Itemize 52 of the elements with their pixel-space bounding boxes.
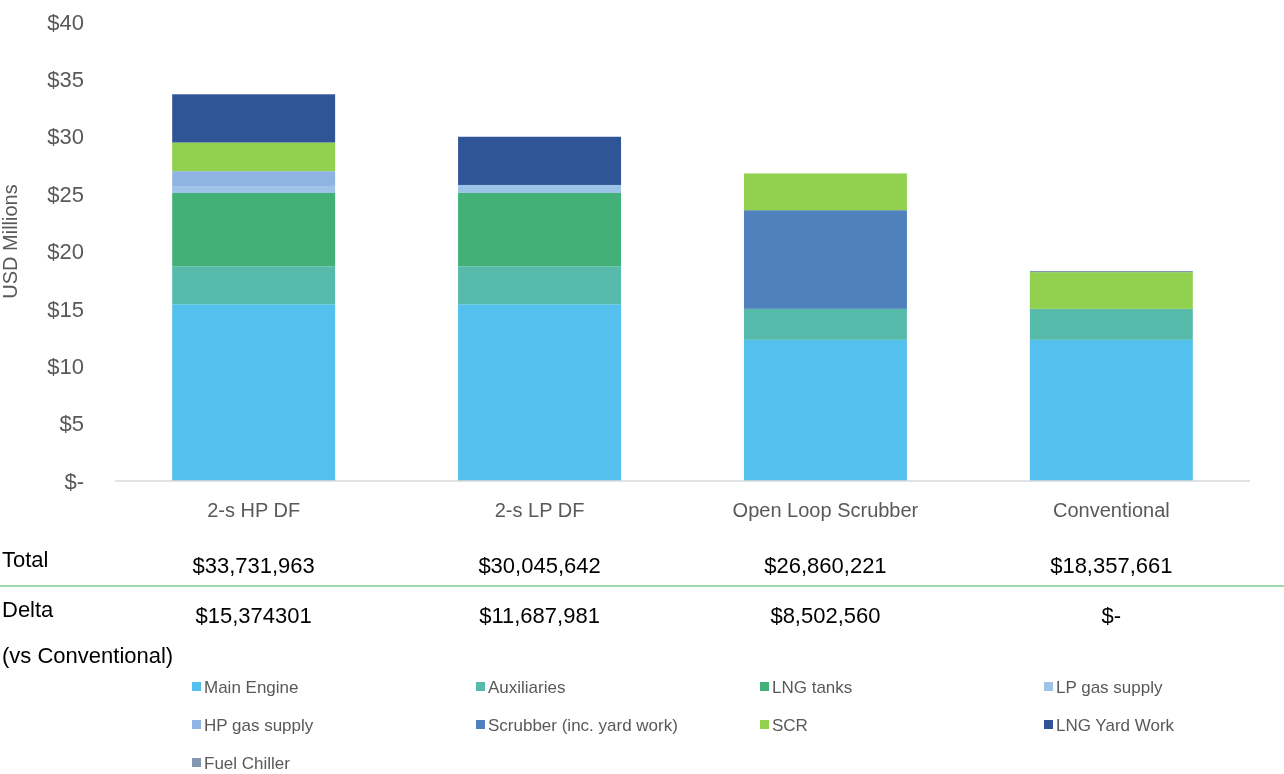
y-tick-label: $15 (47, 296, 84, 322)
bar (458, 266, 622, 305)
legend-label: Scrubber (inc. yard work) (488, 715, 678, 735)
bar (172, 142, 336, 172)
legend-label: LP gas supply (1056, 677, 1163, 697)
text: $8,502,560 (770, 603, 881, 628)
text: $33,731,963 (192, 553, 315, 578)
text: $15,374301 (195, 603, 312, 628)
bar (1029, 272, 1193, 309)
bar (172, 192, 336, 267)
legend-label: SCR (772, 715, 808, 735)
y-tick-label: $- (64, 468, 84, 494)
bar (172, 94, 336, 143)
legend-label: LNG tanks (772, 677, 853, 697)
bar (458, 304, 622, 481)
text: Delta (vs Conventional) (2, 597, 174, 668)
bar (743, 339, 907, 481)
y-tick-label: $35 (47, 67, 84, 93)
y-tick-label: $20 (47, 239, 84, 265)
legend-label: Auxiliaries (488, 677, 566, 697)
bar (743, 308, 907, 340)
y-axis-title: USD Millions (0, 184, 21, 299)
legend-label: Fuel Chiller (204, 753, 291, 773)
bar (172, 186, 336, 193)
x-tick-label: 2-s LP DF (494, 499, 585, 521)
text: $26,860,221 (764, 553, 887, 578)
bar (743, 210, 907, 309)
legend-label: HP gas supply (204, 715, 314, 735)
x-tick-label: Conventional (1052, 499, 1170, 521)
bar (172, 266, 336, 305)
legend-label: LNG Yard Work (1056, 715, 1175, 735)
x-tick-label: 2-s HP DF (207, 499, 301, 521)
y-tick-label: $40 (47, 9, 84, 35)
y-tick-label: $25 (47, 181, 84, 207)
y-tick-label: $30 (47, 124, 84, 150)
bar (172, 304, 336, 481)
bar (458, 192, 622, 267)
text: $30,045,642 (478, 553, 601, 578)
x-tick-label: Open Loop Scrubber (732, 499, 919, 521)
bar (172, 171, 336, 187)
bar (1029, 308, 1193, 340)
text: Total (2, 547, 49, 572)
bar (458, 136, 622, 185)
bar (743, 173, 907, 211)
legend-label: Main Engine (204, 677, 299, 697)
y-tick-label: $5 (59, 411, 84, 437)
text: $- (1101, 603, 1122, 628)
text: $18,357,661 (1050, 553, 1173, 578)
text: $11,687,981 (479, 603, 600, 628)
bar (458, 184, 622, 193)
y-tick-label: $10 (47, 353, 84, 379)
bar (1029, 339, 1193, 481)
